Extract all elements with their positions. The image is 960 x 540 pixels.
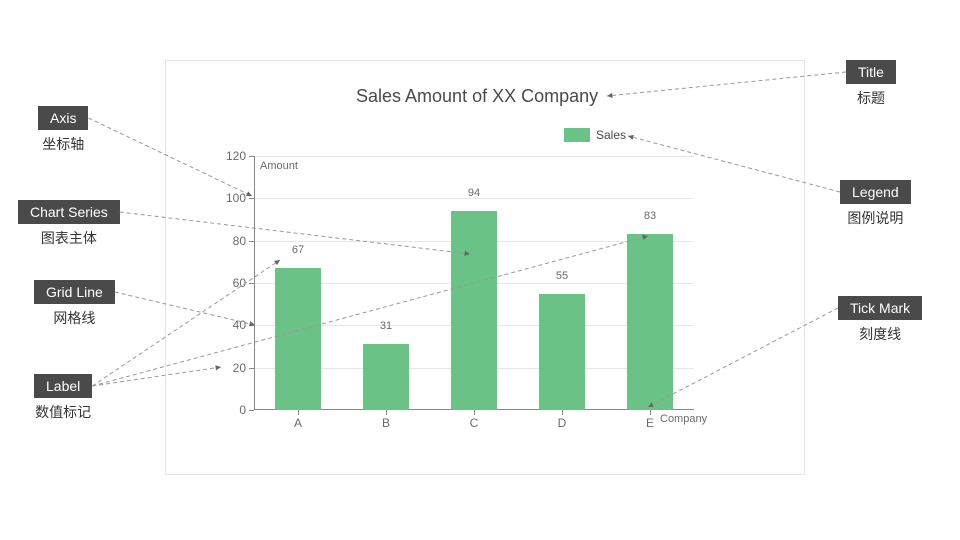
annotation-subtitle: 标题 (846, 88, 896, 108)
annotation-subtitle: 刻度线 (838, 324, 922, 344)
bar (275, 268, 321, 410)
annotation-callout: Axis 坐标轴 (38, 106, 88, 154)
y-tick-label: 80 (233, 234, 246, 248)
annotation-subtitle: 图表主体 (18, 228, 120, 248)
y-axis (254, 156, 255, 410)
bar-value-label: 83 (644, 210, 656, 222)
diagram-stage: Sales Amount of XX CompanySales020406080… (0, 0, 960, 540)
chart-title: Sales Amount of XX Company (356, 86, 598, 107)
y-tick-mark (249, 410, 254, 411)
y-tick-label: 40 (233, 318, 246, 332)
annotation-badge: Axis (38, 106, 88, 130)
x-axis-title: Company (660, 413, 707, 425)
x-tick-label: E (646, 416, 654, 430)
x-tick-label: A (294, 416, 302, 430)
bar-value-label: 94 (468, 187, 480, 199)
bar-value-label: 55 (556, 270, 568, 282)
annotation-badge: Tick Mark (838, 296, 922, 320)
y-tick-label: 20 (233, 361, 246, 375)
y-tick-label: 60 (233, 276, 246, 290)
x-tick-label: B (382, 416, 390, 430)
annotation-badge: Legend (840, 180, 911, 204)
annotation-subtitle: 数值标记 (34, 402, 92, 422)
bar (451, 211, 497, 410)
annotation-callout: Grid Line 网格线 (34, 280, 115, 328)
y-axis-title: Amount (260, 160, 298, 172)
bar (627, 234, 673, 410)
annotation-subtitle: 网格线 (34, 308, 115, 328)
y-tick-label: 0 (239, 403, 246, 417)
legend: Sales (564, 128, 626, 142)
annotation-badge: Chart Series (18, 200, 120, 224)
x-tick-mark (474, 410, 475, 415)
bar-value-label: 31 (380, 320, 392, 332)
annotation-subtitle: 图例说明 (840, 208, 911, 228)
x-tick-mark (650, 410, 651, 415)
plot-area: 020406080100120A67B31C94D55E83 (254, 156, 694, 410)
annotation-callout: Legend 图例说明 (840, 180, 911, 228)
x-tick-mark (562, 410, 563, 415)
annotation-badge: Title (846, 60, 896, 84)
gridline (254, 156, 694, 157)
annotation-subtitle: 坐标轴 (38, 134, 88, 154)
legend-swatch (564, 128, 590, 142)
annotation-badge: Label (34, 374, 92, 398)
annotation-callout: Tick Mark 刻度线 (838, 296, 922, 344)
x-tick-mark (386, 410, 387, 415)
bar-value-label: 67 (292, 244, 304, 256)
x-tick-label: D (558, 416, 567, 430)
annotation-callout: Chart Series 图表主体 (18, 200, 120, 248)
y-tick-label: 100 (226, 191, 246, 205)
legend-label: Sales (596, 128, 626, 142)
x-tick-mark (298, 410, 299, 415)
annotation-badge: Grid Line (34, 280, 115, 304)
bar (539, 294, 585, 410)
x-tick-label: C (470, 416, 479, 430)
y-tick-label: 120 (226, 149, 246, 163)
annotation-callout: Label 数值标记 (34, 374, 92, 422)
bar (363, 344, 409, 410)
annotation-callout: Title 标题 (846, 60, 896, 108)
